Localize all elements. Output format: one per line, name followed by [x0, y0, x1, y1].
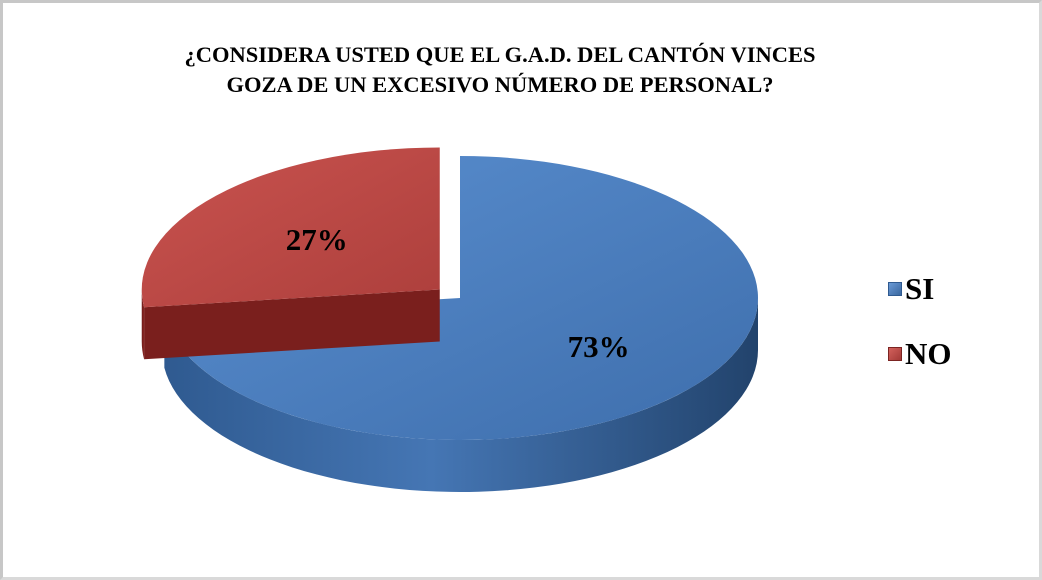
- pie-slice-si: 73%: [164, 156, 758, 493]
- legend-swatch-si: [888, 282, 902, 296]
- pie-slice-top-si: [164, 156, 758, 440]
- legend-label-si: SI: [905, 271, 935, 306]
- chart-title: ¿CONSIDERA USTED QUE EL G.A.D. DEL CANTÓ…: [184, 42, 816, 97]
- pie-slice-no: 27%: [141, 147, 440, 360]
- pie-slice-top-no: [141, 147, 440, 308]
- pie-slice-side-no: [141, 289, 145, 360]
- legend-swatch-no: [888, 347, 902, 361]
- pie-slice-side-si: [164, 298, 758, 493]
- chart-legend: SI NO: [888, 266, 952, 396]
- legend-item-si: SI: [888, 266, 952, 312]
- legend-label-no: NO: [905, 336, 952, 371]
- data-label-no: 27%: [286, 222, 348, 257]
- pie-slice-cut-no: [144, 289, 440, 360]
- legend-item-no: NO: [888, 331, 952, 377]
- data-label-si: 73%: [568, 329, 630, 364]
